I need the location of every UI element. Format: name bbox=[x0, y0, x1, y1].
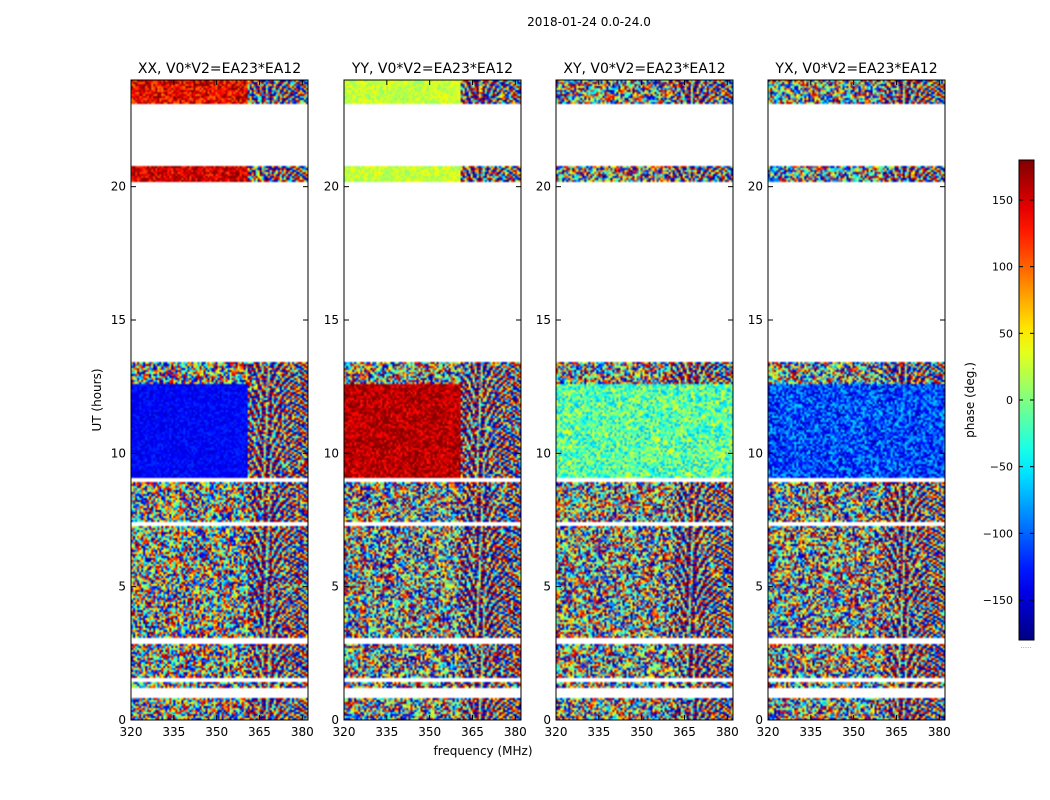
y-tick-label: 20 bbox=[536, 180, 551, 194]
panel-2-heatmap bbox=[344, 80, 521, 720]
colorbar-tick-label: 0 bbox=[1006, 394, 1013, 407]
x-tick-label: 320 bbox=[120, 725, 143, 739]
x-tick-label: 320 bbox=[545, 725, 568, 739]
x-tick-label: 320 bbox=[757, 725, 780, 739]
x-tick-label: 335 bbox=[799, 725, 822, 739]
panel-2-title: YY, V0*V2=EA23*EA12 bbox=[351, 61, 513, 77]
y-tick-label: 10 bbox=[324, 446, 339, 460]
panel-3-title: XY, V0*V2=EA23*EA12 bbox=[563, 61, 725, 77]
y-tick-label: 15 bbox=[111, 313, 126, 327]
y-tick-label: 10 bbox=[536, 446, 551, 460]
x-tick-label: 365 bbox=[885, 725, 908, 739]
x-tick-label: 365 bbox=[461, 725, 484, 739]
panel-4-frame bbox=[767, 79, 946, 721]
panel-2: YY, V0*V2=EA23*EA12 320 335 350 365 380 0 5 10 15… bbox=[324, 61, 527, 739]
panel-4-heatmap bbox=[768, 80, 945, 720]
panel-3: XY, V0*V2=EA23*EA12 320 335 350 365 380 0 5 10 15… bbox=[536, 61, 739, 739]
colorbar-tick-label: 50 bbox=[999, 327, 1013, 340]
x-tick-label: 380 bbox=[716, 725, 739, 739]
x-tick-label: 335 bbox=[375, 725, 398, 739]
panel-1-heatmap bbox=[131, 80, 308, 720]
panel-3-frame bbox=[555, 79, 734, 721]
panel-2-frame bbox=[343, 79, 522, 721]
figure-suptitle: 2018-01-24 0.0-24.0 bbox=[527, 15, 651, 29]
y-tick-label: 20 bbox=[748, 180, 763, 194]
y-tick-label: 15 bbox=[324, 313, 339, 327]
y-tick-label: 20 bbox=[111, 180, 126, 194]
y-tick-label: 0 bbox=[755, 713, 763, 727]
y-tick-label: 10 bbox=[111, 446, 126, 460]
colorbar-tick-label: −150 bbox=[983, 594, 1013, 607]
x-tick-label: 335 bbox=[162, 725, 185, 739]
y-tick-label: 0 bbox=[331, 713, 339, 727]
colorbar-tick-label: −50 bbox=[990, 461, 1013, 474]
y-tick-label: 5 bbox=[755, 580, 763, 594]
x-tick-label: 365 bbox=[673, 725, 696, 739]
colorbar: −150 −100 −50 0 50 100 150 bbox=[983, 159, 1035, 641]
colorbar-tick-label: −100 bbox=[983, 527, 1013, 540]
y-tick-label: 15 bbox=[748, 313, 763, 327]
colorbar-tick-label: 100 bbox=[992, 261, 1013, 274]
x-tick-label: 335 bbox=[587, 725, 610, 739]
colorbar-footer: ..... bbox=[1020, 642, 1031, 650]
y-tick-label: 0 bbox=[118, 713, 126, 727]
x-tick-label: 350 bbox=[418, 725, 441, 739]
colorbar-tick-label: 150 bbox=[992, 194, 1013, 207]
x-tick-label: 380 bbox=[504, 725, 527, 739]
panel-1-title: XX, V0*V2=EA23*EA12 bbox=[138, 61, 301, 77]
panel-4-title: YX, V0*V2=EA23*EA12 bbox=[774, 61, 937, 77]
y-tick-label: 0 bbox=[543, 713, 551, 727]
x-tick-label: 350 bbox=[205, 725, 228, 739]
x-tick-label: 320 bbox=[333, 725, 356, 739]
panel-1: XX, V0*V2=EA23*EA12 320 335 350 365 380 0 5 10 15… bbox=[111, 61, 314, 739]
y-tick-label: 5 bbox=[118, 580, 126, 594]
y-tick-label: 20 bbox=[324, 180, 339, 194]
panel-3-heatmap bbox=[556, 80, 733, 720]
y-tick-label: 10 bbox=[748, 446, 763, 460]
y-tick-label: 5 bbox=[543, 580, 551, 594]
y-axis-label: UT (hours) bbox=[90, 368, 104, 431]
x-tick-label: 350 bbox=[842, 725, 865, 739]
y-tick-label: 15 bbox=[536, 313, 551, 327]
colorbar-label: phase (deg.) bbox=[963, 362, 977, 438]
panel-4: YX, V0*V2=EA23*EA12 320 335 350 365 380 0 5 10 15… bbox=[748, 61, 951, 739]
x-tick-label: 365 bbox=[248, 725, 271, 739]
y-tick-label: 5 bbox=[331, 580, 339, 594]
x-axis-label: frequency (MHz) bbox=[433, 744, 532, 758]
panel-1-frame bbox=[130, 79, 309, 721]
x-tick-label: 380 bbox=[291, 725, 314, 739]
x-tick-label: 380 bbox=[928, 725, 951, 739]
panels-group: XX, V0*V2=EA23*EA12 320 335 350 365 380 0 5 10 15… bbox=[111, 61, 951, 739]
x-tick-label: 350 bbox=[630, 725, 653, 739]
